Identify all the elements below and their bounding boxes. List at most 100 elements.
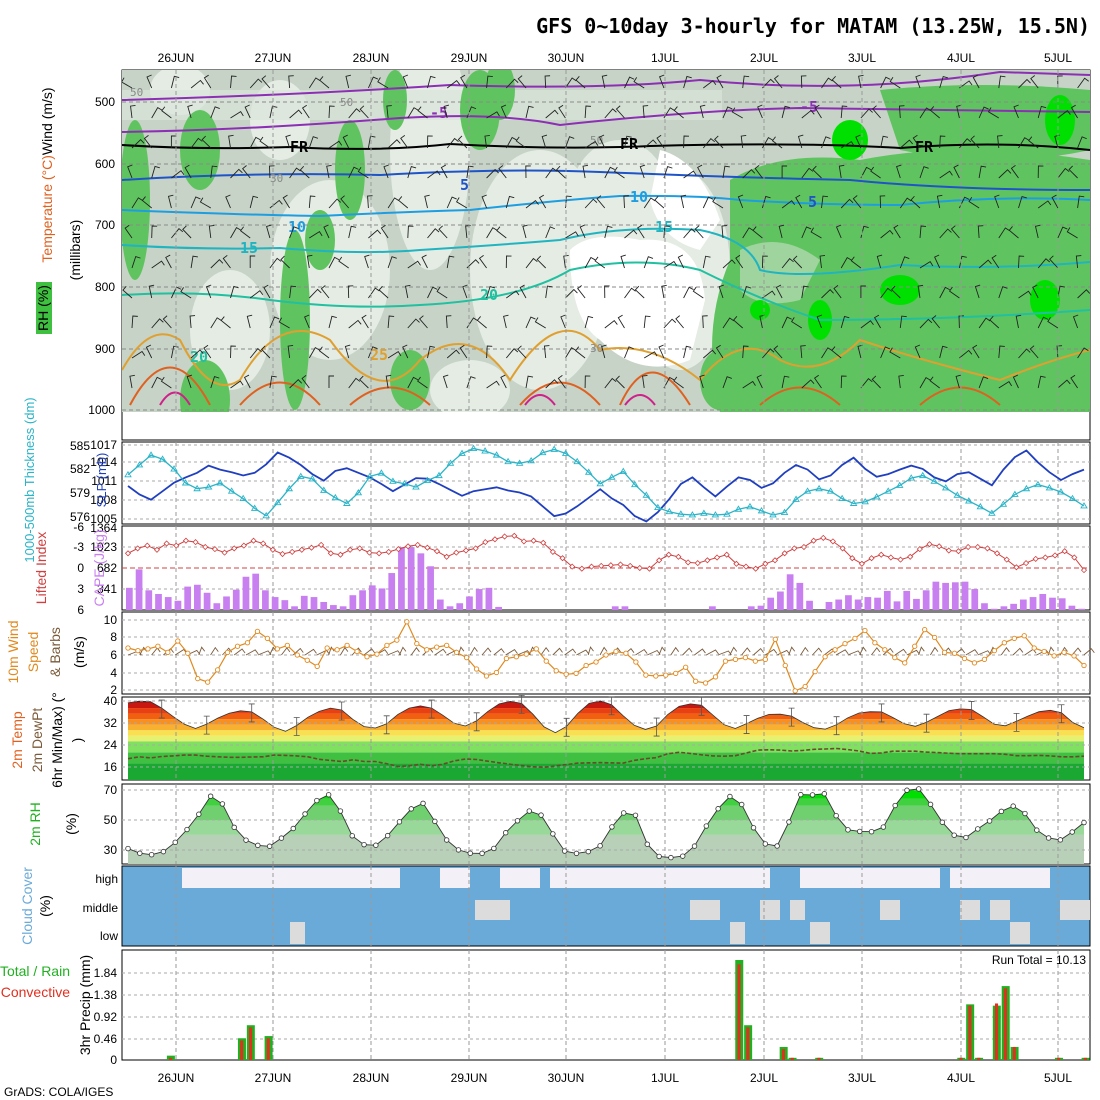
wind-barb bbox=[797, 134, 804, 149]
wind-barb bbox=[840, 105, 848, 119]
wind-barb bbox=[288, 75, 294, 89]
rh-point bbox=[703, 823, 710, 829]
date-tick-label: 28JUN bbox=[353, 51, 390, 65]
cape-bar bbox=[611, 606, 619, 610]
wind-barb bbox=[658, 344, 665, 359]
wind-barb bbox=[328, 375, 334, 388]
wind-barb bbox=[319, 76, 330, 89]
wind-barb bbox=[486, 111, 500, 119]
wind-barb bbox=[1029, 345, 1039, 359]
wind-barb bbox=[702, 315, 708, 329]
wind-barb bbox=[124, 224, 133, 239]
rh-dry-core bbox=[570, 236, 705, 367]
temp-band bbox=[128, 713, 1084, 720]
cape-bar bbox=[232, 589, 240, 610]
wind-barb bbox=[762, 78, 775, 89]
rh2m-unit-part: (%) bbox=[63, 813, 79, 835]
cape-bar bbox=[378, 588, 386, 610]
wind-barb bbox=[525, 105, 534, 119]
wind-barb bbox=[545, 226, 555, 239]
rh-moist-patch bbox=[122, 120, 150, 280]
wind-barb bbox=[210, 376, 220, 389]
wind-barb bbox=[1037, 105, 1047, 119]
wind-barb bbox=[161, 106, 172, 119]
precip-convective-bar bbox=[1003, 988, 1007, 1060]
wind-barb bbox=[880, 135, 889, 149]
cape-bar bbox=[281, 600, 289, 610]
date-tick-label: 3JUL bbox=[848, 51, 876, 65]
wind-speed-point bbox=[892, 654, 898, 661]
wind-barb bbox=[170, 345, 179, 359]
slp-title: SLP (mb) bbox=[94, 453, 109, 508]
wind-barb bbox=[882, 647, 894, 656]
contour-label: -5 bbox=[430, 104, 448, 122]
cape-bar bbox=[796, 582, 804, 610]
wind-barb bbox=[950, 225, 960, 239]
wind-barb bbox=[242, 165, 251, 179]
wind-barb bbox=[1012, 374, 1019, 389]
wind-barb bbox=[515, 136, 527, 149]
lifted-index-point bbox=[829, 538, 836, 545]
temp-minmax-bar bbox=[968, 701, 975, 720]
wind-barb bbox=[151, 318, 164, 329]
wind-barb bbox=[308, 346, 320, 359]
wind-barb bbox=[249, 78, 263, 89]
wind-tick-label: 10 bbox=[104, 613, 118, 627]
wind-barb bbox=[525, 165, 531, 179]
wind-barb bbox=[624, 346, 634, 359]
wind-barb bbox=[694, 225, 704, 239]
wind-barb bbox=[505, 78, 519, 89]
wind-barb bbox=[348, 377, 361, 389]
date-tick-label: 30JUN bbox=[548, 1071, 585, 1085]
thickness-point bbox=[654, 503, 662, 511]
thickness-point bbox=[677, 510, 685, 517]
wind-barb bbox=[1015, 314, 1022, 329]
contour-label: 10 bbox=[288, 218, 306, 236]
wind-barb bbox=[840, 315, 850, 329]
wind-barb bbox=[729, 646, 738, 656]
wind-barb bbox=[367, 135, 376, 149]
wind-barb bbox=[421, 254, 428, 269]
wind-barb bbox=[519, 284, 527, 299]
chart-title: GFS 0~10day 3-hourly for MATAM (13.25W, … bbox=[536, 14, 1090, 38]
date-tick-label: 4JUL bbox=[947, 51, 975, 65]
wind-barb bbox=[466, 259, 480, 269]
wind-barb bbox=[407, 260, 421, 269]
cloud-row-label: middle bbox=[83, 901, 119, 915]
rh-point bbox=[231, 824, 237, 831]
lifted-index-point bbox=[907, 553, 914, 560]
wind-speed-point bbox=[772, 636, 778, 642]
pressure-tick-label: 600 bbox=[95, 157, 115, 171]
lifted-index-point bbox=[337, 551, 344, 558]
wind-barb bbox=[505, 348, 519, 359]
wind-tick-label: 2 bbox=[110, 683, 117, 697]
wind-barb bbox=[198, 646, 206, 656]
wind-speed-point bbox=[334, 647, 340, 653]
cape-bar bbox=[271, 597, 279, 610]
wind-barb bbox=[889, 77, 901, 89]
rh-point bbox=[833, 813, 839, 819]
wind-barb bbox=[737, 194, 744, 209]
wind-barb bbox=[773, 75, 783, 89]
wind-speed-point bbox=[374, 651, 380, 657]
temp-band bbox=[128, 741, 1084, 753]
lifted-index-point bbox=[598, 562, 605, 569]
temp-band bbox=[128, 763, 1084, 780]
panel-titles: Temperature (°C)Wind (m/s) (millibars) RH … bbox=[0, 87, 109, 1055]
wind-barb bbox=[130, 105, 136, 119]
slp-tick-label: 1005 bbox=[90, 512, 117, 526]
lifted-index-point bbox=[810, 537, 817, 544]
wind-barb bbox=[958, 315, 964, 329]
lifted-index-tick-label: 0 bbox=[77, 561, 84, 575]
lifted-index-point bbox=[878, 551, 885, 558]
rh-point bbox=[951, 832, 957, 838]
lifted-index-point bbox=[298, 546, 305, 553]
cape-bar bbox=[485, 587, 493, 610]
wind-barb bbox=[244, 104, 251, 119]
wind-speed-point bbox=[702, 680, 709, 686]
wind-barb bbox=[1034, 224, 1041, 239]
thickness-point bbox=[723, 510, 731, 517]
wind-speed-point bbox=[1021, 633, 1027, 639]
cape-bar bbox=[777, 591, 784, 610]
lifted-index-point bbox=[366, 549, 373, 556]
